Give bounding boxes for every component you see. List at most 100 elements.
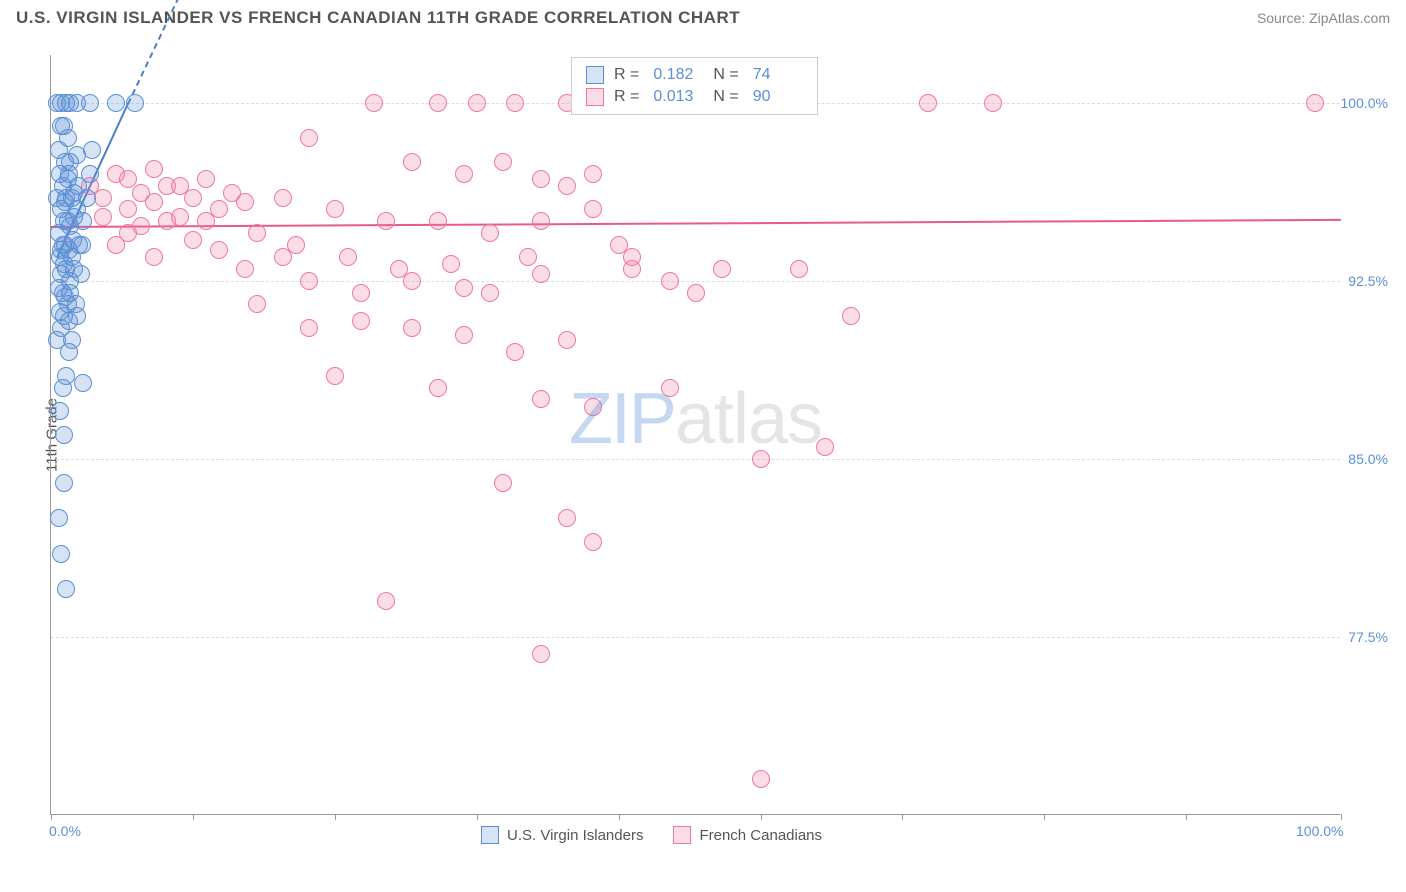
trend-line xyxy=(51,219,1341,228)
legend-row: R =0.013N =90 xyxy=(586,86,803,108)
data-point xyxy=(455,279,473,297)
data-point xyxy=(558,331,576,349)
legend-series: U.S. Virgin Islanders French Canadians xyxy=(481,826,822,844)
legend-r-value: 0.182 xyxy=(653,66,703,84)
data-point xyxy=(145,160,163,178)
data-point xyxy=(842,307,860,325)
data-point xyxy=(377,212,395,230)
data-point xyxy=(610,236,628,254)
legend-r-label: R = xyxy=(614,88,639,106)
data-point xyxy=(584,533,602,551)
data-point xyxy=(326,200,344,218)
data-point xyxy=(51,402,69,420)
chart-container: 11th Grade ZIPatlas R =0.182N =74R =0.01… xyxy=(50,55,1390,815)
data-point xyxy=(69,177,87,195)
x-tick-mark xyxy=(51,814,52,820)
legend-swatch xyxy=(673,826,691,844)
y-tick-label: 85.0% xyxy=(1333,451,1388,467)
data-point xyxy=(455,326,473,344)
data-point xyxy=(55,474,73,492)
data-point xyxy=(274,189,292,207)
data-point xyxy=(52,545,70,563)
data-point xyxy=(300,272,318,290)
x-tick-mark xyxy=(761,814,762,820)
watermark-atlas: atlas xyxy=(675,379,822,459)
watermark-zip: ZIP xyxy=(569,379,675,459)
legend-r-label: R = xyxy=(614,66,639,84)
x-tick-mark xyxy=(1186,814,1187,820)
data-point xyxy=(584,165,602,183)
data-point xyxy=(287,236,305,254)
data-point xyxy=(60,343,78,361)
data-point xyxy=(1306,94,1324,112)
data-point xyxy=(236,260,254,278)
data-point xyxy=(326,367,344,385)
gridline xyxy=(51,637,1340,638)
data-point xyxy=(661,272,679,290)
data-point xyxy=(506,94,524,112)
data-point xyxy=(377,592,395,610)
legend-r-value: 0.013 xyxy=(653,88,703,106)
data-point xyxy=(790,260,808,278)
legend-series-item: French Canadians xyxy=(673,826,822,844)
data-point xyxy=(365,94,383,112)
data-point xyxy=(352,312,370,330)
gridline xyxy=(51,459,1340,460)
data-point xyxy=(52,241,70,259)
watermark: ZIPatlas xyxy=(569,378,822,460)
data-point xyxy=(56,193,74,211)
x-tick-mark xyxy=(902,814,903,820)
legend-swatch xyxy=(586,66,604,84)
data-point xyxy=(50,509,68,527)
data-point xyxy=(94,208,112,226)
data-point xyxy=(197,170,215,188)
data-point xyxy=(481,284,499,302)
legend-series-item: U.S. Virgin Islanders xyxy=(481,826,643,844)
data-point xyxy=(197,212,215,230)
data-point xyxy=(506,343,524,361)
data-point xyxy=(352,284,370,302)
data-point xyxy=(132,217,150,235)
data-point xyxy=(68,146,86,164)
data-point xyxy=(73,236,91,254)
legend-n-value: 74 xyxy=(753,66,803,84)
data-point xyxy=(687,284,705,302)
data-point xyxy=(623,260,641,278)
data-point xyxy=(532,390,550,408)
data-point xyxy=(107,94,125,112)
chart-title: U.S. VIRGIN ISLANDER VS FRENCH CANADIAN … xyxy=(16,8,740,28)
data-point xyxy=(119,200,137,218)
data-point xyxy=(403,153,421,171)
chart-source: Source: ZipAtlas.com xyxy=(1257,10,1390,26)
data-point xyxy=(158,212,176,230)
data-point xyxy=(210,241,228,259)
data-point xyxy=(236,193,254,211)
data-point xyxy=(74,374,92,392)
data-point xyxy=(403,319,421,337)
data-point xyxy=(300,319,318,337)
data-point xyxy=(584,200,602,218)
data-point xyxy=(532,645,550,663)
x-tick-label: 100.0% xyxy=(1296,823,1343,839)
data-point xyxy=(429,212,447,230)
data-point xyxy=(584,398,602,416)
legend-series-label: French Canadians xyxy=(699,827,822,844)
data-point xyxy=(532,265,550,283)
data-point xyxy=(442,255,460,273)
data-point xyxy=(752,450,770,468)
legend-n-label: N = xyxy=(713,88,738,106)
gridline xyxy=(51,281,1340,282)
data-point xyxy=(713,260,731,278)
legend-swatch xyxy=(481,826,499,844)
data-point xyxy=(919,94,937,112)
data-point xyxy=(300,129,318,147)
data-point xyxy=(54,379,72,397)
data-point xyxy=(72,265,90,283)
x-tick-mark xyxy=(1341,814,1342,820)
data-point xyxy=(481,224,499,242)
data-point xyxy=(429,379,447,397)
data-point xyxy=(494,474,512,492)
y-tick-label: 92.5% xyxy=(1333,273,1388,289)
legend-series-label: U.S. Virgin Islanders xyxy=(507,827,643,844)
data-point xyxy=(119,170,137,188)
